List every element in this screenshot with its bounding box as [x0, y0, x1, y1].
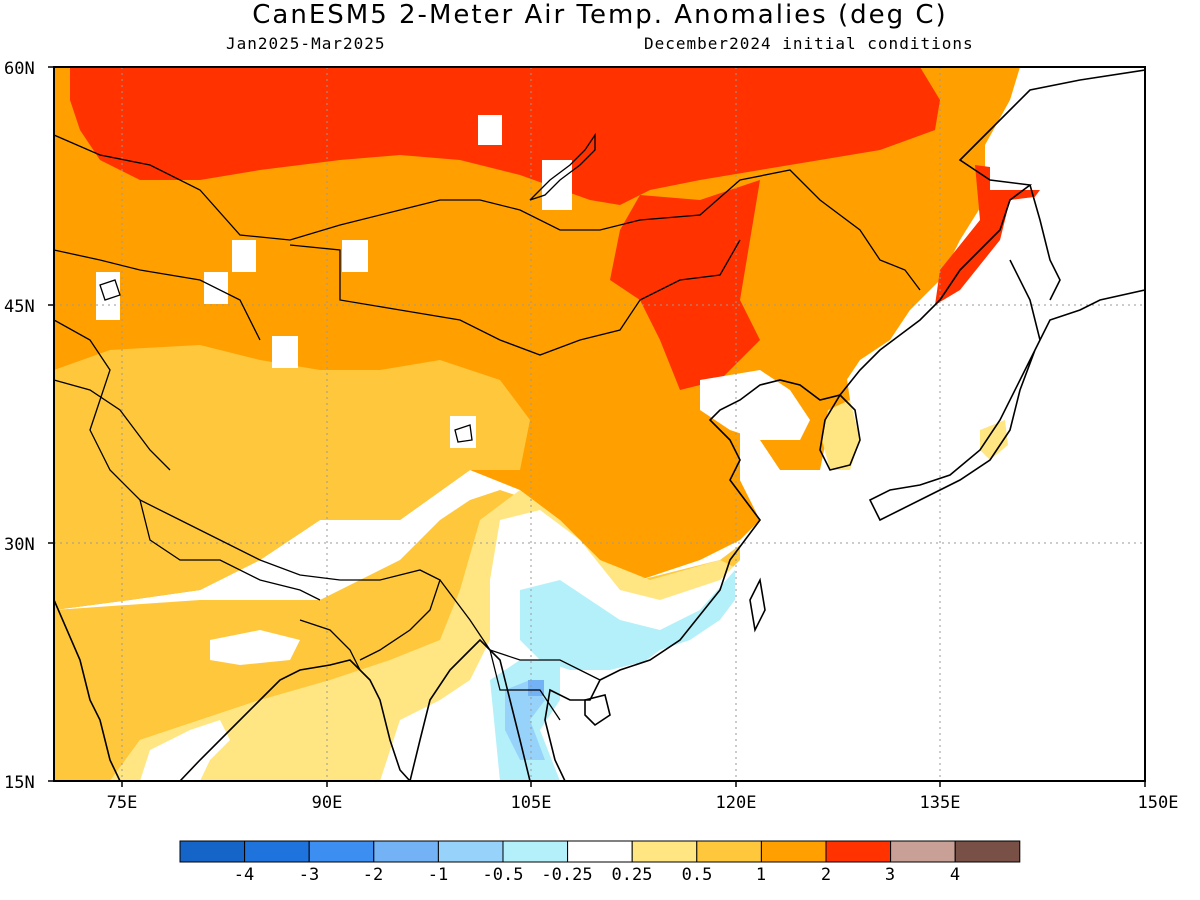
legend-color-box: [179, 840, 246, 863]
anomaly-patch-m2: [528, 680, 544, 696]
lon-label-135e: 135E: [920, 793, 961, 813]
anomaly-patch-india-south: [140, 720, 230, 781]
legend-color-box: [954, 840, 1021, 863]
coastline-japan: [868, 259, 1145, 522]
legend-color-box: [567, 840, 633, 863]
anomaly-region-m05: [520, 570, 735, 670]
coastline-hainan: [584, 694, 611, 727]
coastline-east-asia: [544, 69, 1145, 781]
legend-color-box: [760, 840, 827, 863]
anomaly-region-gt3-manchuria: [610, 180, 760, 390]
initial-conditions: December2024 initial conditions: [644, 34, 974, 53]
legend-label: -2: [363, 865, 383, 885]
missing-cell-4: [232, 240, 256, 272]
coastline-korea: [819, 393, 861, 471]
legend-color-box: [631, 840, 698, 863]
missing-cell-5: [342, 240, 368, 272]
map-title: CanESM5 2-Meter Air Temp. Anomalies (deg…: [252, 0, 948, 30]
legend-label: 3: [885, 865, 895, 885]
anomaly-region-m1: [505, 680, 545, 760]
lake-baikal: [529, 132, 596, 201]
missing-cell-7: [272, 336, 298, 368]
legend-color-box: [825, 840, 892, 863]
lakes: [99, 132, 596, 443]
anomaly-field: [54, 67, 1145, 781]
border-mongolia: [289, 239, 741, 356]
legend-label: 4: [950, 865, 960, 885]
lat-label-30n: 30N: [4, 535, 35, 555]
colorbar-labels: -4 -3 -2 -1 -0.5 -0.25 0.25 0.5 1 2 3 4: [234, 865, 960, 885]
coastlines: [54, 69, 1145, 781]
lake-qinghai: [454, 424, 473, 443]
legend-color-box: [373, 840, 439, 863]
map-frame: [53, 66, 1146, 782]
coastline-india: [54, 599, 121, 781]
coastline-sakhalin: [1029, 184, 1061, 301]
legend-color-box: [890, 840, 956, 863]
legend-color-box: [244, 840, 310, 863]
legend-label: -0.25: [541, 865, 592, 885]
border-himalaya: [139, 499, 321, 601]
lat-label-15n: 15N: [4, 773, 35, 793]
borders: [54, 134, 921, 721]
lon-label-90e: 90E: [312, 793, 343, 813]
forecast-period: Jan2025-Mar2025: [226, 34, 386, 53]
graticule: [54, 67, 1145, 781]
legend-label: -3: [299, 865, 319, 885]
anomaly-patch-korea: [822, 400, 860, 470]
border-china-south: [439, 579, 601, 681]
border-china-russia: [54, 134, 921, 291]
sea-mask-bohai: [700, 370, 810, 440]
legend-label: 0.25: [612, 865, 653, 885]
colorbar-legend: -4 -3 -2 -1 -0.5 -0.25 0.25 0.5 1 2 3 4: [179, 840, 1021, 885]
anomaly-region-gt3-east: [935, 165, 1050, 305]
missing-cell-1: [478, 115, 502, 145]
lake-balkhash: [99, 279, 121, 301]
lon-label-150e: 150E: [1138, 793, 1179, 813]
legend-label: -0.5: [483, 865, 524, 885]
axis-ticks: [48, 66, 1146, 787]
legend-label: 0.5: [682, 865, 713, 885]
lat-label-60n: 60N: [4, 59, 35, 79]
lon-label-105e: 105E: [511, 793, 552, 813]
border-central-asia: [54, 379, 171, 471]
border-china-west: [54, 319, 441, 661]
anomaly-region-1to2: [54, 345, 530, 610]
legend-color-box: [437, 840, 504, 863]
anomaly-region-gt3-north: [70, 67, 940, 205]
lon-label-75e: 75E: [107, 793, 138, 813]
legend-color-box: [696, 840, 762, 863]
anomaly-patch-india: [210, 630, 300, 665]
colorbar-boxes: [179, 840, 1021, 863]
coastline-indochina: [409, 638, 531, 781]
lon-label-120e: 120E: [716, 793, 757, 813]
lat-label-45n: 45N: [4, 297, 35, 317]
legend-label: 2: [821, 865, 831, 885]
legend-label: 1: [756, 865, 766, 885]
legend-label: -4: [234, 865, 254, 885]
border-kazakh: [54, 249, 261, 341]
axis-labels: 60N 45N 30N 15N 75E 90E 105E 120E 135E 1…: [4, 59, 1178, 813]
missing-cell-8: [450, 416, 476, 448]
border-laos: [489, 649, 561, 721]
legend-label: -1: [428, 865, 448, 885]
coastline-taiwan: [749, 577, 766, 633]
legend-color-box: [308, 840, 375, 863]
anomaly-patch-japan: [980, 420, 1008, 460]
legend-color-box: [502, 840, 569, 863]
border-bangladesh: [299, 619, 361, 671]
missing-cell-2: [542, 160, 572, 210]
coastline-bay-of-bengal: [179, 659, 411, 781]
